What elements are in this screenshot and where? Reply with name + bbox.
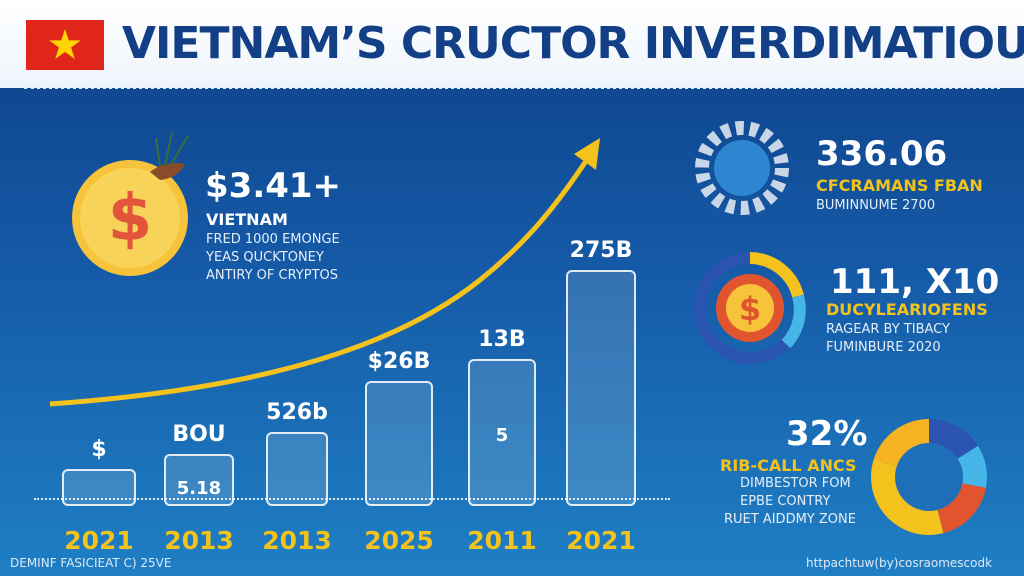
coin-illustration: $ (72, 131, 189, 276)
coin-ring-illustration: $ (694, 252, 806, 364)
chart-bar (266, 432, 328, 506)
bar-year-label: 2021 (64, 526, 134, 555)
stat1-note: BUMINNUME 2700 (816, 198, 936, 213)
chart-bar (566, 270, 636, 506)
stat3-value: 32% (786, 414, 868, 454)
page-title: VIETNAM’S CRUCTOR INVERDIMATIOUS (122, 18, 1024, 69)
bar-value-label: 13B (478, 326, 526, 352)
coin-line-1: FRED 1000 EMONGE (206, 232, 340, 247)
bar-value-label: $26B (367, 348, 431, 374)
stat3-line-1: DIMBESTOR FOM (740, 476, 851, 491)
bar-inner-label: 5 (495, 424, 509, 446)
stat1-subtitle: CFCRAMANS FBAN (816, 176, 983, 195)
vietnam-flag-icon (26, 20, 104, 70)
donut-chart (871, 419, 987, 535)
stat3-line-2: EPBE CONTRY (740, 494, 831, 509)
coin-line-2: YEAS QUCKTONEY (206, 250, 324, 265)
stat2-note-2: FUMINBURE 2020 (826, 340, 941, 355)
stat1-value: 336.06 (816, 134, 948, 174)
footer-left: DEMINF FASICIEAT C) 25VE (10, 556, 172, 570)
stat2-value: 111, X10 (830, 262, 1000, 302)
footer-right: httpachtuw(by)cosraomescodk (806, 556, 993, 570)
gear-ring-illustration (695, 121, 789, 215)
chart-baseline (34, 498, 670, 500)
coin-line-3: ANTIRY OF CRYPTOS (206, 268, 338, 283)
stat3-line-3: RUET AIDDMY ZONE (724, 512, 856, 527)
svg-text:$: $ (108, 182, 153, 256)
bar-inner-label: 5.18 (176, 477, 222, 499)
chart-bar (365, 380, 433, 506)
header-banner: VIETNAM’S CRUCTOR INVERDIMATIOUS (0, 0, 1024, 88)
bar-year-label: 2021 (566, 526, 636, 555)
bar-value-label: 275B (569, 238, 633, 263)
chart-bar (468, 358, 536, 506)
bar-year-label: 2013 (164, 526, 234, 555)
stat2-subtitle: DUCYLEARIOFENS (826, 300, 988, 319)
bar-value-label: $ (91, 437, 107, 463)
bar-year-label: 2013 (262, 526, 332, 555)
coin-value: $3.41+ (205, 166, 342, 206)
bar-value-label: 526b (266, 400, 328, 426)
stat3-subtitle: RIB-CALL ANCS (720, 456, 857, 475)
trend-arrow (49, 138, 600, 407)
chart-bar (62, 469, 136, 506)
stat2-note-1: RAGEAR BY TIBACY (826, 322, 950, 337)
coin-heading: VIETNAM (206, 210, 288, 229)
bar-year-label: 2011 (467, 526, 537, 555)
bar-value-label: BOU (172, 422, 226, 448)
bar-year-label: 2025 (364, 526, 434, 555)
chart-bar (164, 454, 234, 506)
svg-text:$: $ (739, 290, 761, 328)
header-divider (24, 86, 1000, 89)
